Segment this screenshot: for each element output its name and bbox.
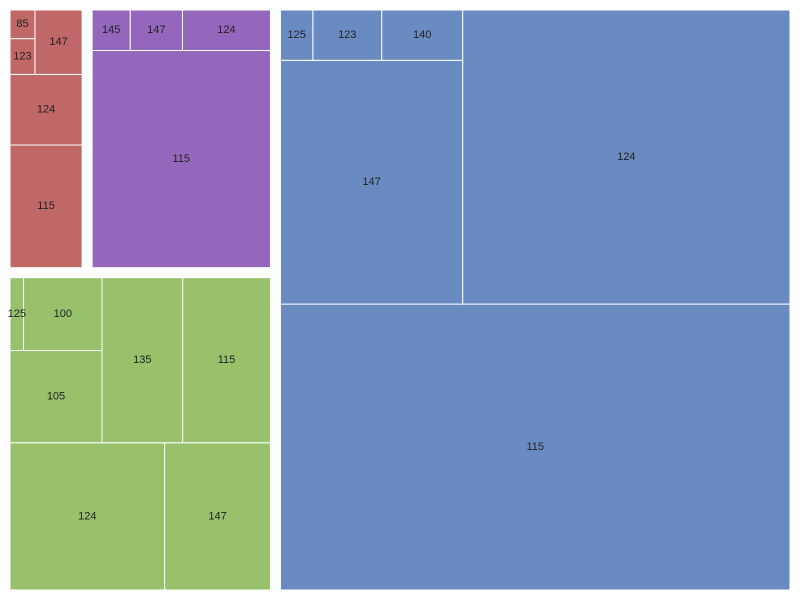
treemap-cell	[91, 9, 131, 52]
treemap-cell	[101, 277, 184, 444]
treemap-cell	[181, 9, 271, 52]
cell-label: 100	[54, 308, 72, 320]
cell-label: 124	[78, 510, 96, 522]
treemap-cell	[164, 442, 271, 591]
cell-label: 147	[49, 36, 67, 48]
treemap-cell	[9, 73, 83, 146]
cell-label: 123	[13, 50, 31, 62]
treemap-cell	[9, 38, 36, 75]
cell-label: 124	[617, 151, 635, 163]
cell-label: 124	[217, 24, 235, 36]
cell-label: 123	[338, 29, 356, 41]
cell-label: 115	[218, 354, 236, 366]
cell-label: 105	[47, 391, 65, 403]
cell-label: 147	[147, 24, 165, 36]
cell-label: 147	[208, 510, 226, 522]
cell-label: 85	[16, 18, 28, 30]
treemap-cell	[129, 9, 183, 52]
treemap-cell	[9, 9, 36, 40]
treemap-cell	[9, 350, 103, 444]
cell-label: 147	[362, 176, 380, 188]
cell-label: 124	[37, 104, 55, 116]
treemap-cell	[9, 144, 83, 269]
cell-label: 140	[413, 29, 431, 41]
treemap-cell	[312, 9, 383, 61]
cell-label: 125	[287, 29, 305, 41]
cell-label: 125	[8, 308, 26, 320]
cell-label: 115	[526, 441, 544, 453]
treemap-cell	[279, 303, 791, 591]
cell-label: 145	[102, 24, 120, 36]
cell-label: 135	[133, 354, 151, 366]
treemap-cell	[462, 9, 791, 305]
treemap-cell	[23, 277, 103, 352]
treemap-cell	[381, 9, 464, 61]
treemap-cell	[279, 9, 314, 61]
cell-label: 115	[37, 200, 55, 212]
treemap-cell	[91, 50, 271, 269]
treemap-cell	[9, 277, 25, 352]
treemap-cell	[9, 442, 166, 591]
cell-label: 115	[173, 153, 191, 165]
